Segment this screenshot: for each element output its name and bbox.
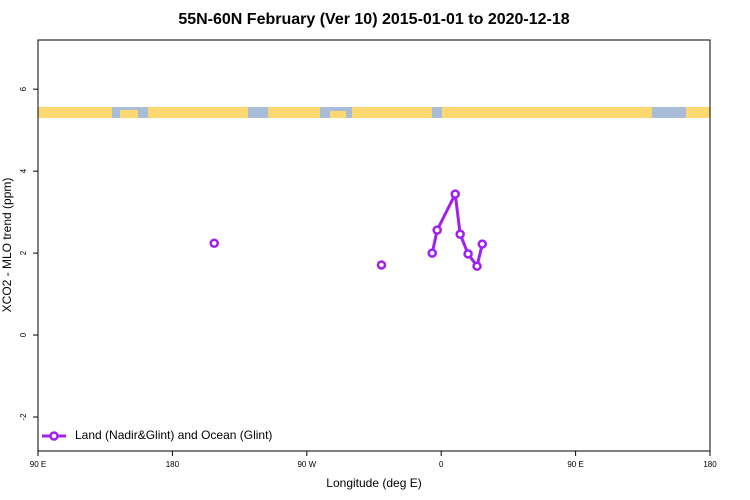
x-tick-label: 90 E (567, 460, 583, 469)
legend-marker (49, 431, 59, 441)
x-axis-label: Longitude (deg E) (326, 476, 421, 490)
point (450, 189, 460, 199)
point (477, 239, 488, 249)
point (209, 238, 219, 248)
x-tick-label: 90 E (30, 460, 46, 469)
y-tick-label: 4 (19, 168, 28, 173)
x-tick-label: 0 (439, 460, 444, 469)
point (455, 229, 465, 239)
map-strip (38, 107, 710, 118)
y-tick-label: 2 (19, 250, 28, 255)
y-tick-label: -2 (19, 413, 28, 421)
point (427, 248, 437, 258)
chart-title: 55N-60N February (Ver 10) 2015-01-01 to … (178, 11, 569, 28)
x-tick-label: 180 (166, 460, 180, 469)
x-tick-label: 90 W (297, 460, 316, 469)
x-tick-label: 180 (703, 460, 717, 469)
plot-frame (37, 39, 711, 452)
y-axis-label: XCO2 - MLO trend (ppm) (0, 178, 14, 313)
point (376, 260, 387, 270)
point (472, 261, 482, 271)
point (463, 249, 473, 259)
y-tick-label: 6 (19, 86, 28, 91)
point (432, 225, 442, 235)
y-tick-label: 0 (19, 332, 28, 337)
legend-label: Land (Nadir&Glint) and Ocean (Glint) (75, 428, 272, 442)
